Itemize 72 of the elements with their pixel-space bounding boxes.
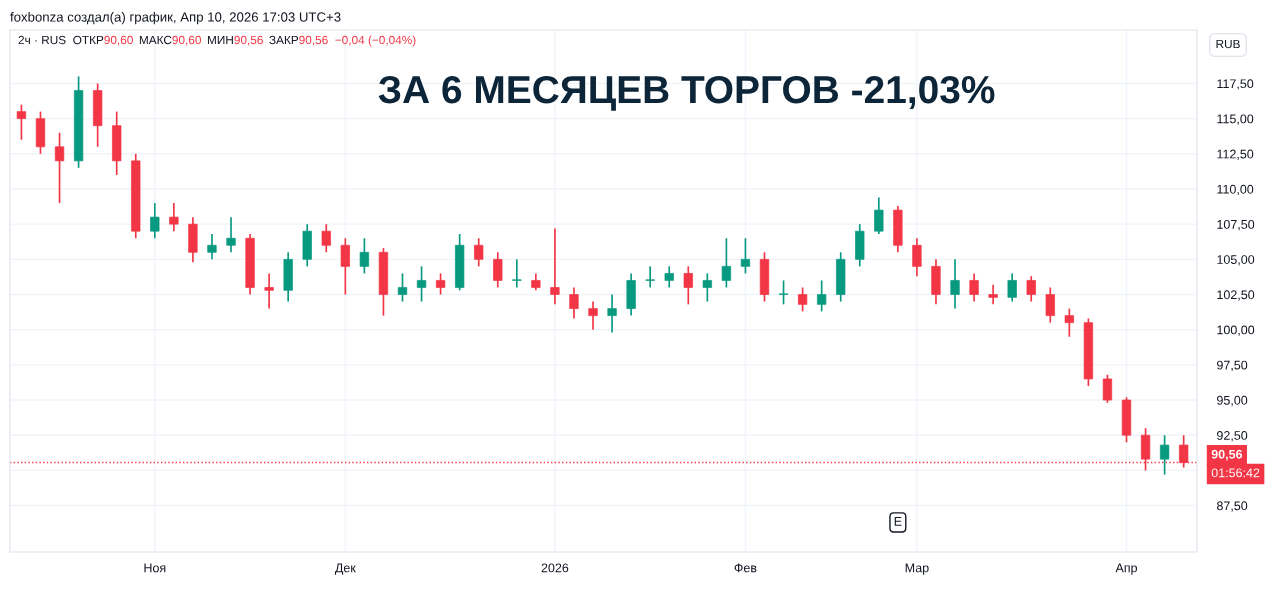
candlestick xyxy=(493,251,503,289)
candlestick xyxy=(169,202,179,233)
text: RUB xyxy=(1216,39,1240,49)
candlestick xyxy=(702,272,712,303)
candlestick xyxy=(988,283,998,306)
candlestick xyxy=(1064,307,1074,338)
candlestick xyxy=(969,272,979,303)
candlestick xyxy=(512,258,522,289)
candlestick xyxy=(874,196,884,235)
y-tick-label: 100,00 xyxy=(1217,325,1255,336)
candlestick xyxy=(664,265,674,289)
x-tick-label: 2026 xyxy=(541,563,569,573)
candlestick xyxy=(645,265,655,289)
candlestick xyxy=(397,272,408,303)
candlestick xyxy=(569,286,579,320)
candlestick xyxy=(340,237,350,296)
candlestick xyxy=(359,237,370,275)
candlestick xyxy=(416,265,427,303)
candlestick xyxy=(1045,286,1055,324)
text: ЗА 6 МЕСЯЦЕВ ТОРГОВ -21,03% xyxy=(378,75,995,111)
x-tick-label: Дек xyxy=(334,563,356,575)
x-tick-label: Фев xyxy=(734,563,757,573)
y-tick-label: 105,00 xyxy=(1217,255,1255,266)
candlestick xyxy=(1007,272,1017,303)
annotation: 90,60 xyxy=(172,35,201,46)
x-tick-label: Ноя xyxy=(144,563,166,573)
candlestick xyxy=(817,279,827,313)
candlestick xyxy=(721,237,732,289)
candlestick xyxy=(54,131,65,204)
y-tick-label: 110,00 xyxy=(1217,184,1254,196)
annotation: ЗАКР xyxy=(269,35,299,45)
y-tick-label: 95,00 xyxy=(1217,395,1248,407)
y-tick-label: 117,50 xyxy=(1217,79,1254,90)
annotation: 90,60 xyxy=(104,35,133,46)
y-tick-label: 97,50 xyxy=(1217,360,1248,371)
candlestick xyxy=(683,265,693,306)
y-tick-label: 87,50 xyxy=(1216,501,1248,512)
annotation: 90,56 −0,04 (−0,04%) xyxy=(299,35,416,47)
x-tick-label: Апр xyxy=(1115,563,1138,575)
text: 01:56:42 xyxy=(1211,468,1260,478)
candlestick xyxy=(550,227,560,306)
candlestick xyxy=(16,103,27,141)
candlestick xyxy=(797,286,808,313)
candlestick xyxy=(950,258,960,310)
candlestick xyxy=(474,237,484,268)
annotation: МАКС xyxy=(139,35,172,45)
candlestick xyxy=(264,272,274,310)
candlestick xyxy=(778,279,789,306)
x-tick-label: Мар xyxy=(905,563,929,575)
y-tick-label: 92,50 xyxy=(1217,431,1248,442)
annotation: МИН xyxy=(207,35,233,45)
candlestick xyxy=(588,300,598,331)
candlestick xyxy=(1102,373,1113,404)
annotation: 90,56 xyxy=(234,35,263,46)
candlestick xyxy=(912,237,922,278)
y-tick-label: 115,00 xyxy=(1217,114,1254,125)
ref-line-label: 90,56 xyxy=(1211,449,1243,461)
candlestick xyxy=(150,202,160,240)
y-tick-label: 112,50 xyxy=(1217,149,1254,160)
candlestick xyxy=(435,272,446,296)
y-tick-label: 107,50 xyxy=(1217,219,1255,231)
candlestick xyxy=(1159,434,1170,476)
candlestick xyxy=(321,223,331,254)
y-tick-label: 102,50 xyxy=(1217,290,1255,301)
candlestick xyxy=(207,233,217,261)
annotation: E xyxy=(894,517,902,526)
text: foxbonza создал(а) график, Апр 10, 2026 17:03 UTC+3 xyxy=(10,12,341,25)
candlestick xyxy=(607,293,617,334)
candlestick xyxy=(1026,275,1036,303)
candlestick xyxy=(740,237,751,275)
candlestick xyxy=(226,216,236,254)
annotation: 2ч · RUS ОТКР xyxy=(18,35,104,45)
